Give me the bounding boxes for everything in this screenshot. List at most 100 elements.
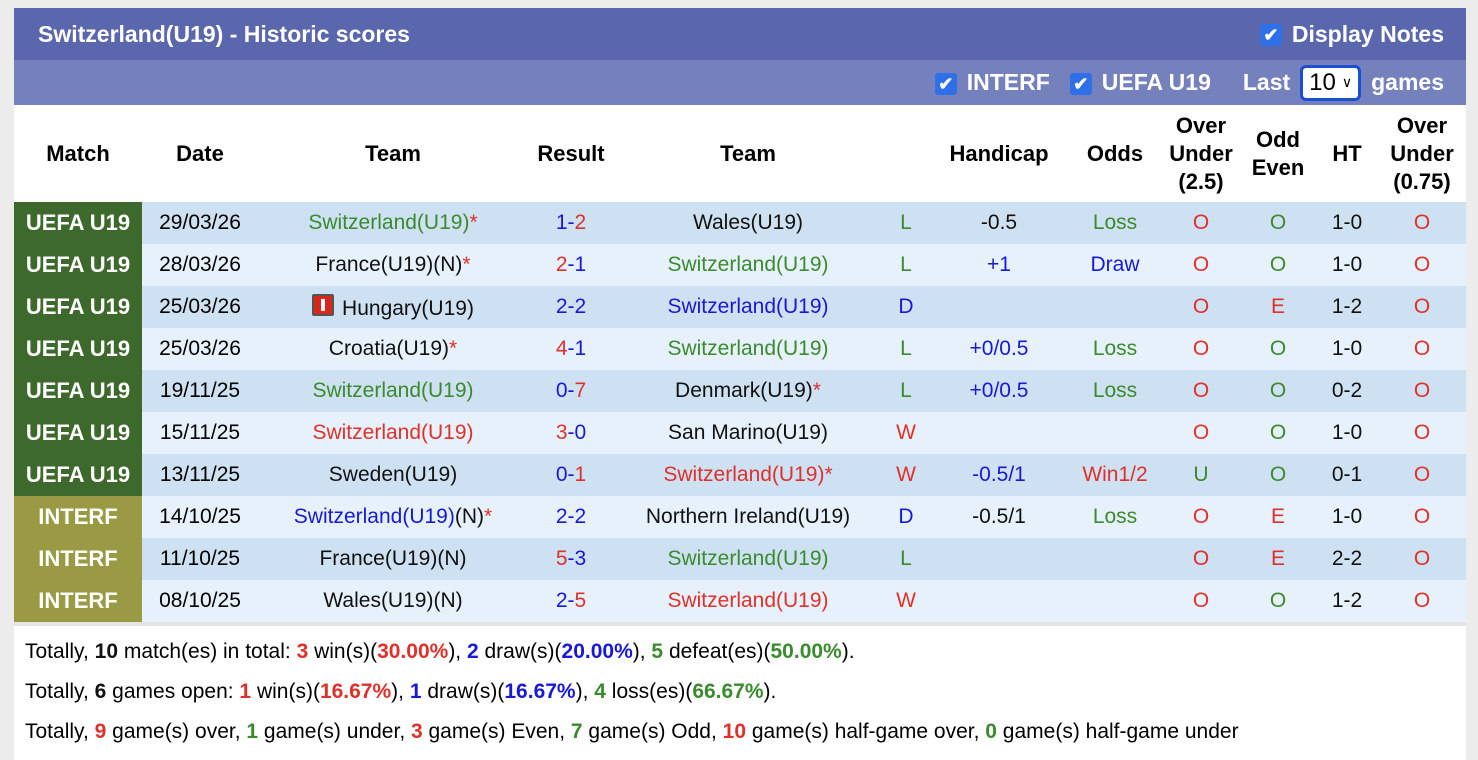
- home-team: Switzerland(U19): [312, 421, 474, 444]
- summary-text: 10: [94, 640, 118, 663]
- filter-label: INTERF: [966, 69, 1050, 95]
- summary-text: 1: [239, 680, 252, 703]
- over-under-2-5: O: [1162, 496, 1240, 538]
- checkbox-checked-icon[interactable]: ✔: [1069, 72, 1092, 95]
- odd-even: O: [1240, 328, 1316, 370]
- home-score: 3: [555, 421, 568, 444]
- filter-interf[interactable]: ✔ INTERF: [934, 69, 1050, 96]
- home-team-cell[interactable]: Switzerland(U19)*: [258, 202, 528, 244]
- home-score: 2: [555, 295, 568, 318]
- result[interactable]: 5-3: [528, 538, 614, 580]
- handicap: -0.5: [930, 202, 1068, 244]
- win-loss: L: [882, 202, 930, 244]
- historic-scores-panel: Switzerland(U19) - Historic scores ✔ Disp…: [14, 8, 1466, 760]
- note-star: *: [469, 211, 478, 234]
- home-team: Croatia(U19): [328, 337, 450, 360]
- away-team-cell[interactable]: Switzerland(U19): [614, 538, 882, 580]
- result[interactable]: 2-1: [528, 244, 614, 286]
- home-team-cell[interactable]: Hungary(U19): [258, 286, 528, 328]
- match-type[interactable]: UEFA U19: [14, 412, 142, 454]
- result[interactable]: 3-0: [528, 412, 614, 454]
- away-team-cell[interactable]: Switzerland(U19): [614, 244, 882, 286]
- result[interactable]: 0-1: [528, 454, 614, 496]
- summary-text: 1: [409, 680, 422, 703]
- summary-text: ),: [391, 680, 410, 703]
- half-time: 0-2: [1316, 370, 1378, 412]
- result[interactable]: 1-2: [528, 202, 614, 244]
- checkbox-checked-icon[interactable]: ✔: [1259, 24, 1282, 47]
- table-row: INTERF 11/10/25 France(U19)(N) 5-3 Switzerla…: [14, 538, 1466, 580]
- away-team-cell[interactable]: Switzerland(U19): [614, 328, 882, 370]
- away-team-cell[interactable]: San Marino(U19): [614, 412, 882, 454]
- column-header: Odds: [1068, 105, 1162, 202]
- odds-result: Loss: [1068, 370, 1162, 412]
- handicap: [930, 538, 1068, 580]
- result[interactable]: 2-2: [528, 286, 614, 328]
- last-games-select[interactable]: 10 ∨: [1300, 64, 1362, 101]
- odd-even: O: [1240, 370, 1316, 412]
- home-team-cell[interactable]: France(U19)(N): [258, 538, 528, 580]
- match-type[interactable]: UEFA U19: [14, 454, 142, 496]
- display-notes-toggle[interactable]: ✔ Display Notes: [1259, 21, 1444, 48]
- summary-text: win(s)(: [308, 640, 378, 663]
- summary-text: ),: [575, 680, 595, 703]
- home-team-cell[interactable]: Switzerland(U19): [258, 412, 528, 454]
- date: 08/10/25: [142, 580, 258, 622]
- win-loss: L: [882, 370, 930, 412]
- win-loss: L: [882, 244, 930, 286]
- home-team-cell[interactable]: Sweden(U19): [258, 454, 528, 496]
- filter-uefa-u19[interactable]: ✔ UEFA U19: [1069, 69, 1211, 96]
- away-team-cell[interactable]: Switzerland(U19): [614, 580, 882, 622]
- result[interactable]: 2-5: [528, 580, 614, 622]
- away-team-cell[interactable]: Wales(U19): [614, 202, 882, 244]
- summary-text: 7: [570, 720, 583, 743]
- match-type[interactable]: UEFA U19: [14, 244, 142, 286]
- away-team-cell[interactable]: Switzerland(U19)*: [614, 454, 882, 496]
- result[interactable]: 0-7: [528, 370, 614, 412]
- half-time: 1-0: [1316, 328, 1378, 370]
- scores-table: Match Date Team Result Team Handicap Odds Over U…: [14, 105, 1466, 622]
- checkbox-checked-icon[interactable]: ✔: [934, 72, 957, 95]
- result[interactable]: 2-2: [528, 496, 614, 538]
- match-type[interactable]: UEFA U19: [14, 286, 142, 328]
- table-row: UEFA U19 19/11/25 Switzerland(U19) 0-7 Denma…: [14, 370, 1466, 412]
- away-score: 2: [574, 295, 587, 318]
- home-team-cell[interactable]: Switzerland(U19)(N)*: [258, 496, 528, 538]
- match-type[interactable]: UEFA U19: [14, 202, 142, 244]
- over-under-0-75: O: [1378, 328, 1466, 370]
- away-score: 2: [574, 211, 587, 234]
- note-star: *: [812, 379, 821, 402]
- home-team-cell[interactable]: France(U19)(N)*: [258, 244, 528, 286]
- summary-text: 1: [246, 720, 259, 743]
- match-type[interactable]: INTERF: [14, 580, 142, 622]
- result[interactable]: 4-1: [528, 328, 614, 370]
- over-under-2-5: O: [1162, 286, 1240, 328]
- column-header: [882, 105, 930, 202]
- away-team-cell[interactable]: Northern Ireland(U19): [614, 496, 882, 538]
- odds-result: Draw: [1068, 244, 1162, 286]
- home-team-cell[interactable]: Wales(U19)(N): [258, 580, 528, 622]
- away-team-cell[interactable]: Denmark(U19)*: [614, 370, 882, 412]
- home-team: France(U19)(N): [319, 547, 467, 570]
- summary-text: game(s) Odd,: [582, 720, 723, 743]
- over-under-2-5: O: [1162, 328, 1240, 370]
- away-team-cell[interactable]: Switzerland(U19): [614, 286, 882, 328]
- date: 25/03/26: [142, 328, 258, 370]
- half-time: 1-0: [1316, 496, 1378, 538]
- home-team-cell[interactable]: Croatia(U19)*: [258, 328, 528, 370]
- away-team: Switzerland(U19): [667, 589, 829, 612]
- home-team-cell[interactable]: Switzerland(U19): [258, 370, 528, 412]
- home-team: France(U19)(N): [315, 253, 463, 276]
- page-title: Switzerland(U19) - Historic scores: [38, 20, 410, 47]
- summary-text: game(s) Even,: [422, 720, 571, 743]
- match-type[interactable]: UEFA U19: [14, 370, 142, 412]
- half-time: 1-2: [1316, 286, 1378, 328]
- games-label: games: [1371, 69, 1444, 95]
- odd-even: O: [1240, 412, 1316, 454]
- odds-result: Win1/2: [1068, 454, 1162, 496]
- match-type[interactable]: UEFA U19: [14, 328, 142, 370]
- win-loss: W: [882, 412, 930, 454]
- away-score: 2: [574, 505, 587, 528]
- match-type[interactable]: INTERF: [14, 538, 142, 580]
- match-type[interactable]: INTERF: [14, 496, 142, 538]
